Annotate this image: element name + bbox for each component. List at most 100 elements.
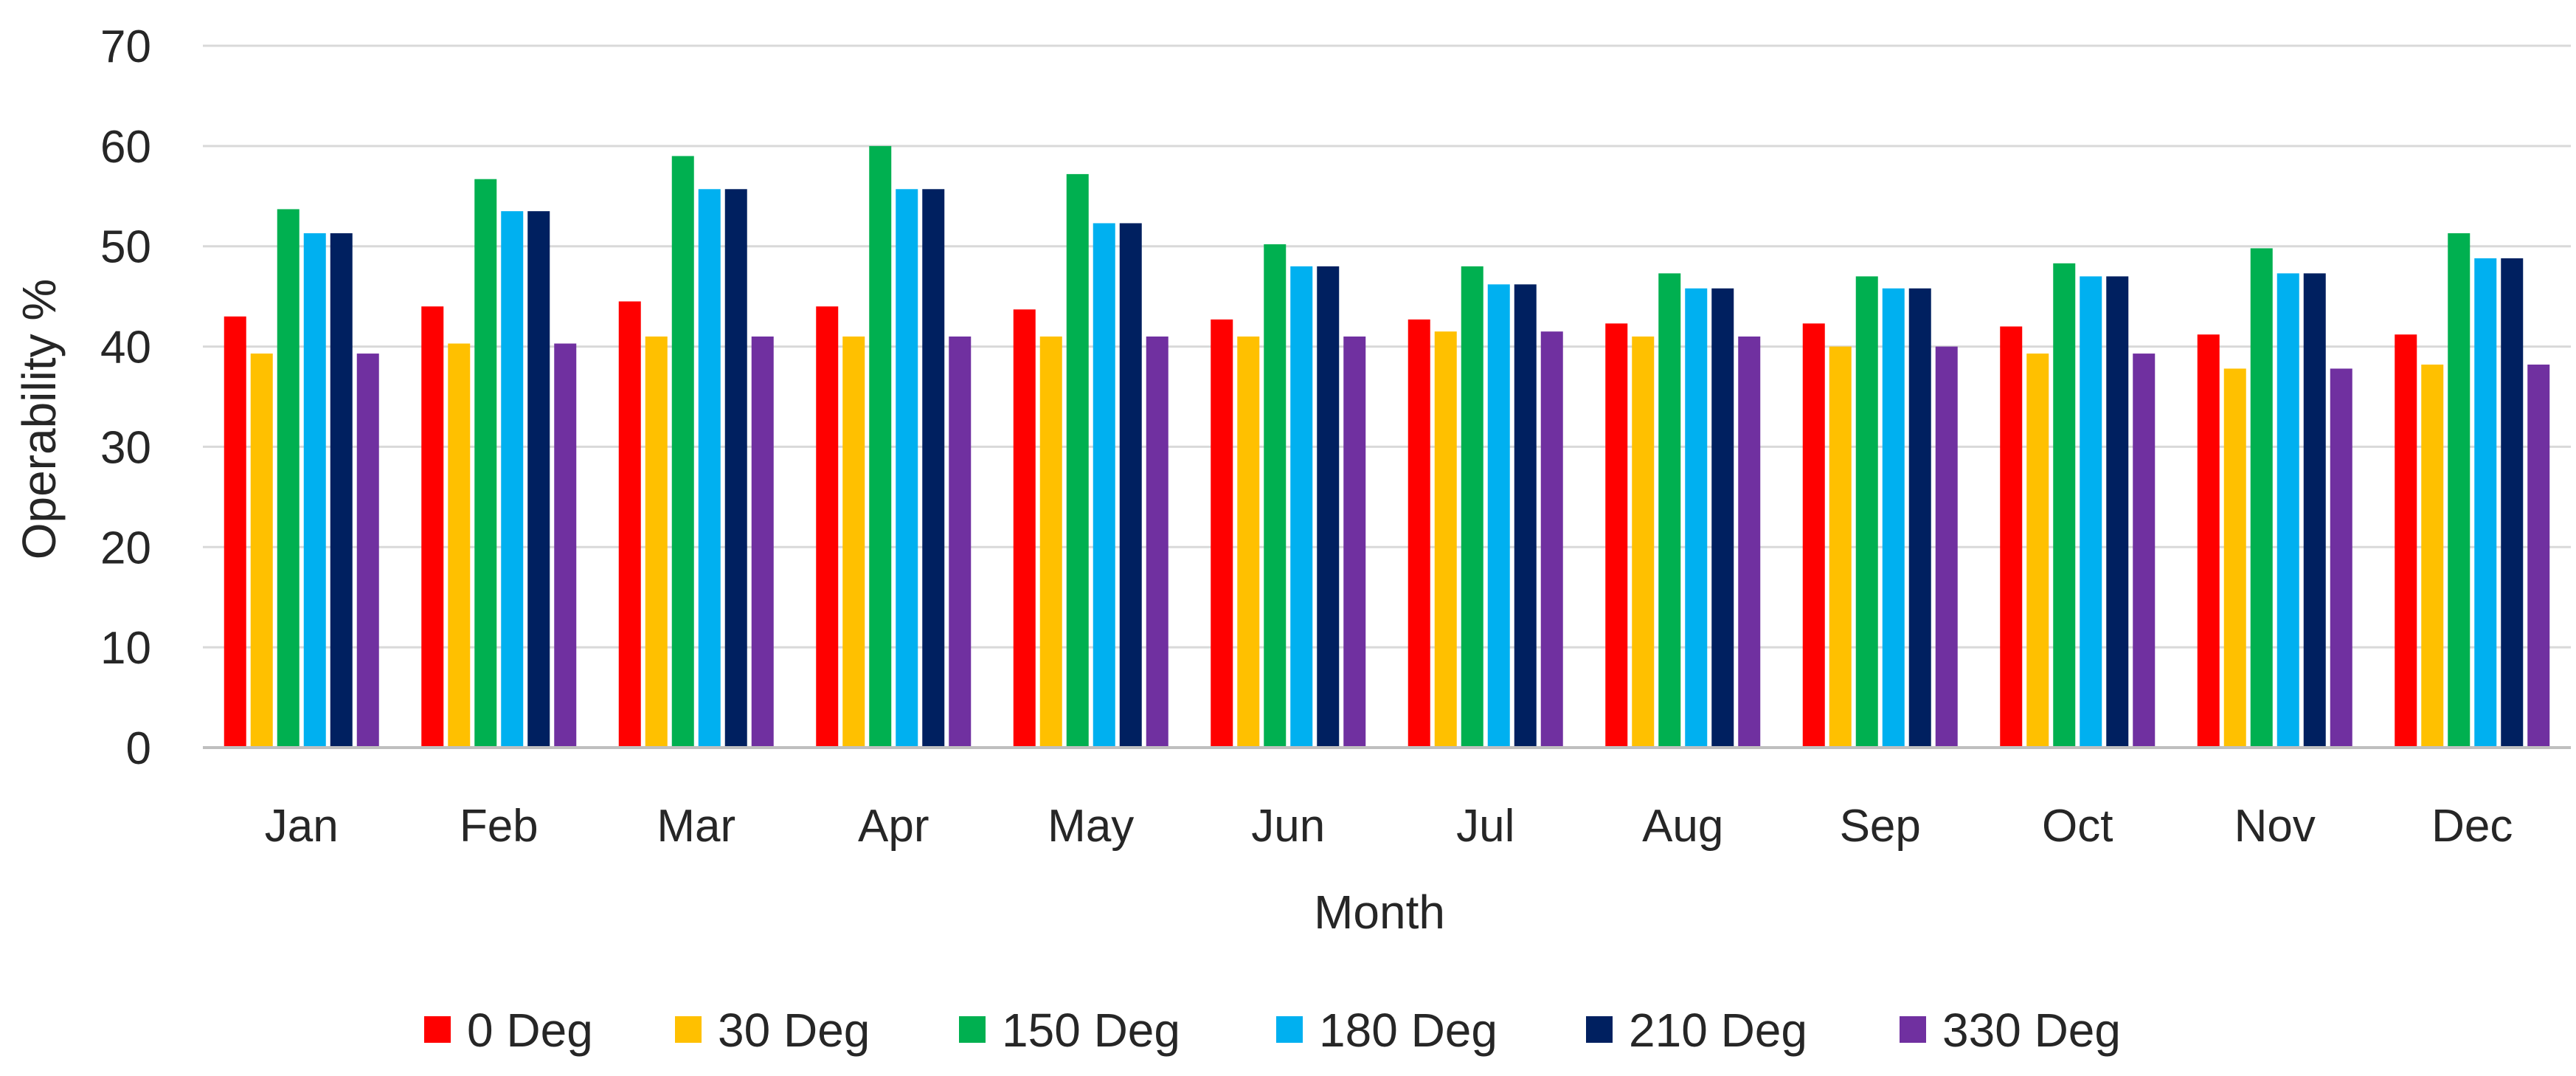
bar-30-deg-feb	[448, 343, 471, 748]
bar-330-deg-mar	[751, 336, 774, 748]
legend-item: 150 Deg	[959, 1004, 1180, 1057]
bar-330-deg-feb	[554, 343, 577, 748]
y-tick-label: 30	[100, 422, 151, 473]
bar-30-deg-aug	[1632, 336, 1655, 748]
y-tick-label: 10	[100, 623, 151, 674]
bar-150-deg-feb	[474, 179, 497, 748]
bar-30-deg-jan	[250, 354, 273, 748]
bar-150-deg-dec	[2448, 233, 2471, 748]
bar-150-deg-oct	[2053, 263, 2076, 748]
bar-150-deg-mar	[671, 156, 694, 748]
bar-180-deg-jul	[1487, 284, 1510, 748]
bar-150-deg-jun	[1264, 244, 1287, 748]
bar-330-deg-nov	[2330, 368, 2352, 748]
legend-label: 0 Deg	[467, 1004, 593, 1057]
bar-330-deg-jun	[1343, 336, 1366, 748]
legend-item: 0 Deg	[424, 1004, 593, 1057]
bar-330-deg-may	[1146, 336, 1168, 748]
y-axis-title: Operability %	[13, 279, 66, 560]
legend-item: 180 Deg	[1276, 1004, 1498, 1057]
bar-210-deg-jan	[330, 233, 353, 748]
x-tick-label: Oct	[2042, 801, 2113, 852]
bar-30-deg-may	[1039, 336, 1062, 748]
bar-30-deg-apr	[842, 336, 865, 748]
legend-item: 30 Deg	[675, 1004, 870, 1057]
bar-0-deg-jan	[224, 316, 246, 748]
bar-150-deg-sep	[1855, 276, 1878, 748]
bars	[224, 145, 2550, 748]
x-tick-label: Jan	[265, 801, 339, 852]
legend-label: 30 Deg	[718, 1004, 870, 1057]
legend-item: 210 Deg	[1586, 1004, 1807, 1057]
bar-30-deg-jun	[1237, 336, 1260, 748]
legend-item: 330 Deg	[1900, 1004, 2121, 1057]
bar-180-deg-aug	[1685, 288, 1708, 748]
x-tick-label: Aug	[1642, 801, 1723, 852]
legend: 0 Deg 30 Deg 150 Deg 180 Deg 210 Deg 330 Deg	[424, 1004, 2121, 1057]
legend-label: 210 Deg	[1629, 1004, 1807, 1057]
bar-0-deg-mar	[618, 301, 641, 748]
bar-150-deg-jan	[277, 209, 300, 748]
x-tick-label: Jul	[1456, 801, 1514, 852]
bar-0-deg-aug	[1605, 323, 1628, 748]
bar-30-deg-dec	[2421, 365, 2444, 748]
bar-150-deg-aug	[1658, 273, 1681, 748]
bar-150-deg-may	[1066, 173, 1089, 748]
bar-0-deg-oct	[2000, 326, 2023, 748]
y-tick-label: 50	[100, 222, 151, 273]
bar-30-deg-nov	[2223, 368, 2246, 748]
bar-210-deg-nov	[2303, 273, 2326, 748]
bar-0-deg-feb	[421, 306, 444, 748]
y-tick-label: 20	[100, 523, 151, 573]
legend-label: 150 Deg	[1002, 1004, 1180, 1057]
x-tick-label: Dec	[2431, 801, 2513, 852]
bar-0-deg-sep	[1802, 323, 1825, 748]
legend-swatch	[1900, 1016, 1926, 1043]
x-tick-label: Nov	[2234, 801, 2316, 852]
bar-30-deg-sep	[1829, 346, 1852, 748]
bar-180-deg-feb	[501, 211, 524, 748]
x-tick-label: Sep	[1840, 801, 1921, 852]
y-tick-label: 40	[100, 323, 151, 373]
x-tick-label: May	[1048, 801, 1134, 852]
x-tick-label: Mar	[657, 801, 735, 852]
bar-210-deg-oct	[2106, 276, 2129, 748]
bar-0-deg-jun	[1211, 319, 1233, 748]
bar-210-deg-aug	[1711, 288, 1734, 748]
bar-210-deg-mar	[724, 189, 747, 748]
bar-330-deg-jul	[1540, 331, 1563, 748]
bar-150-deg-nov	[2250, 248, 2273, 748]
y-tick-label: 70	[100, 21, 151, 72]
x-tick-labels: Jan Feb Mar Apr May Jun Jul Aug Sep Oct Nov Dec	[265, 801, 2513, 852]
gridlines	[203, 44, 2571, 649]
bar-180-deg-may	[1093, 223, 1115, 748]
bar-30-deg-mar	[645, 336, 668, 748]
bar-210-deg-feb	[527, 211, 550, 748]
bar-30-deg-jul	[1434, 331, 1457, 748]
legend-swatch	[1276, 1016, 1303, 1043]
x-tick-label: Apr	[858, 801, 929, 852]
bar-330-deg-dec	[2527, 365, 2550, 748]
bar-180-deg-jun	[1290, 266, 1313, 748]
bar-150-deg-apr	[869, 145, 892, 748]
x-tick-label: Feb	[460, 801, 539, 852]
bar-210-deg-may	[1119, 223, 1142, 748]
y-tick-labels: 0 10 20 30 40 50 60 70	[100, 21, 151, 774]
legend-swatch	[424, 1016, 451, 1043]
bar-330-deg-jan	[356, 354, 379, 748]
bar-180-deg-mar	[698, 189, 721, 748]
bar-330-deg-aug	[1738, 336, 1761, 748]
bar-0-deg-dec	[2395, 334, 2417, 748]
legend-swatch	[1586, 1016, 1613, 1043]
bar-0-deg-may	[1013, 309, 1036, 748]
legend-swatch	[675, 1016, 702, 1043]
bar-330-deg-apr	[949, 336, 972, 748]
bar-0-deg-nov	[2197, 334, 2220, 748]
bar-0-deg-apr	[816, 306, 839, 748]
bar-330-deg-oct	[2133, 354, 2156, 748]
legend-swatch	[959, 1016, 986, 1043]
bar-30-deg-oct	[2026, 354, 2049, 748]
bar-180-deg-sep	[1882, 288, 1905, 748]
x-axis-title: Month	[1314, 886, 1445, 939]
